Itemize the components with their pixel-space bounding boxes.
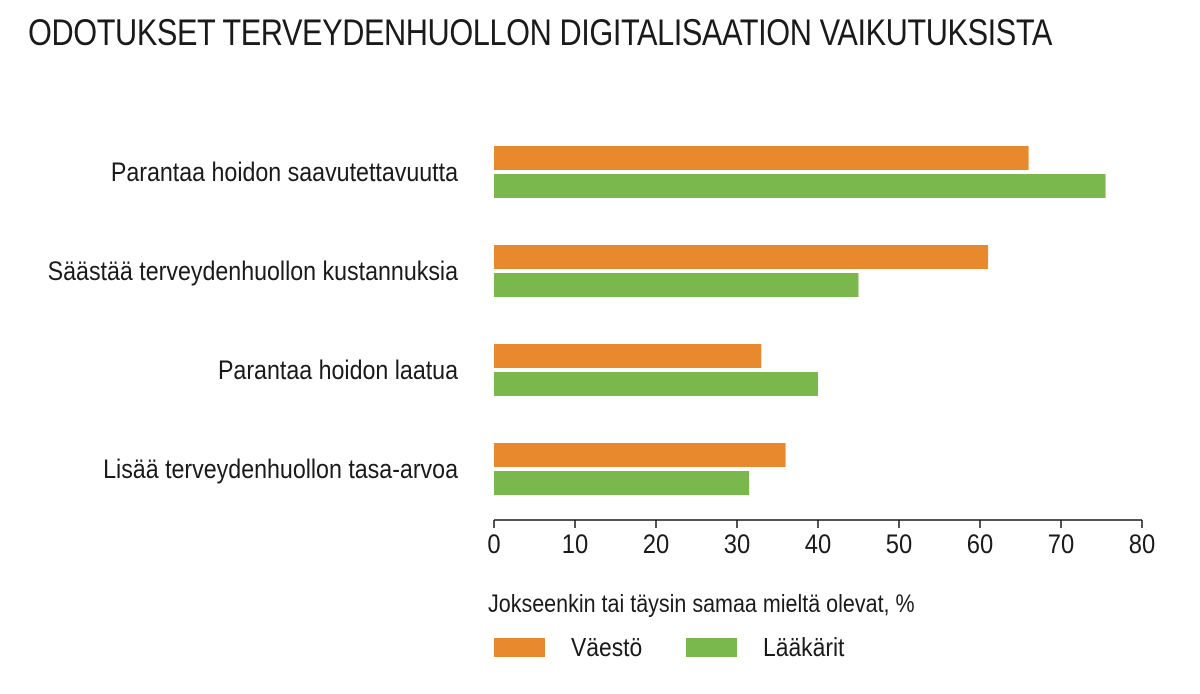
legend-item-vaesto: Väestö [494,632,652,663]
bar-laakarit-0 [494,174,1106,198]
bar-vaesto-1 [494,245,989,269]
x-tick-label-8: 80 [1129,530,1155,560]
x-tick-label-7: 70 [1048,530,1074,560]
bar-laakarit-1 [494,273,859,297]
x-tick-label-5: 50 [886,530,912,560]
legend-swatch-laakarit [685,638,737,657]
category-label-0: Parantaa hoidon saavutettavuutta [111,157,458,187]
category-label-3: Lisää terveydenhuollon tasa-arvoa [103,454,458,484]
x-tick-label-3: 30 [724,530,750,560]
x-tick-label-4: 40 [805,530,831,560]
bar-vaesto-3 [494,443,786,467]
x-axis-label: Jokseenkin tai täysin samaa mieltä oleva… [488,590,915,618]
x-axis-ticks: 0 10 20 30 40 50 60 70 80 [487,520,1155,559]
legend-label-vaesto: Väestö [571,632,643,662]
legend-swatch-vaesto [494,638,545,657]
legend: Väestö Lääkärit [494,632,889,663]
bar-laakarit-3 [494,471,750,495]
x-tick-label-1: 10 [562,530,588,560]
category-labels: Parantaa hoidon saavutettavuutta Säästää … [48,157,458,484]
bar-vaesto-2 [494,344,762,368]
chart-title: ODOTUKSET TERVEYDENHUOLLON DIGITALISAATI… [28,12,1052,53]
x-tick-label-2: 20 [643,530,669,560]
bar-vaesto-0 [494,146,1029,170]
category-label-2: Parantaa hoidon laatua [218,355,458,385]
bar-laakarit-2 [494,372,818,396]
x-tick-label-0: 0 [487,530,500,560]
legend-item-laakarit: Lääkärit [685,632,856,663]
bars [494,146,1106,495]
category-label-1: Säästää terveydenhuollon kustannuksia [48,256,458,286]
x-tick-label-6: 60 [967,530,993,560]
legend-label-laakarit: Lääkärit [762,632,845,662]
